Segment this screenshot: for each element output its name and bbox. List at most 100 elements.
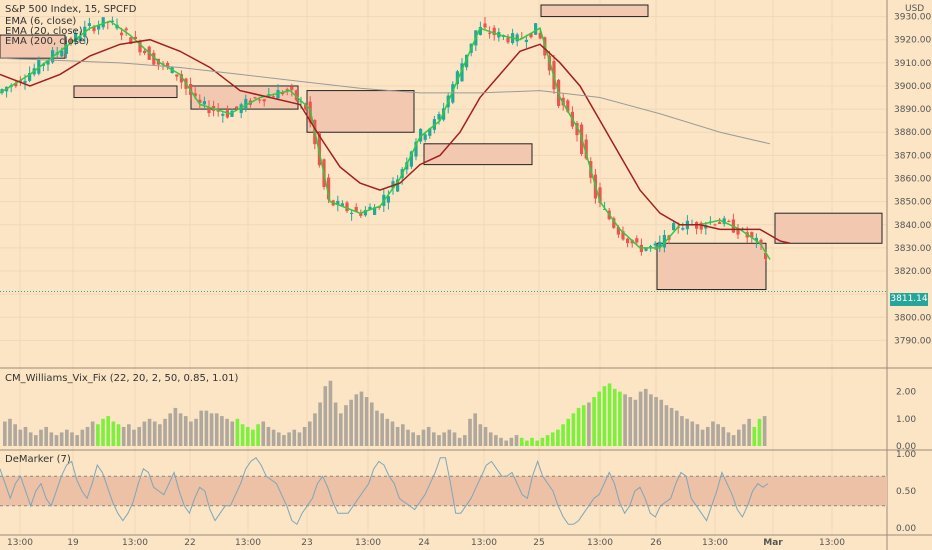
vixfix-bar	[256, 424, 260, 446]
candle-body	[340, 203, 344, 206]
vixfix-bar	[638, 391, 643, 446]
vixfix-bar	[550, 432, 555, 446]
candle-body	[524, 39, 528, 42]
vixfix-bar	[230, 421, 235, 446]
vixfix-bar	[566, 418, 571, 446]
candle-body	[336, 200, 340, 205]
vixfix-bar	[571, 413, 576, 446]
candle-body	[285, 89, 289, 91]
vixfix-bar	[28, 432, 33, 446]
vixfix-bar	[369, 402, 374, 446]
vixfix-bar	[421, 429, 426, 446]
vixfix-bar	[473, 413, 477, 446]
price-tick-label: 3850.00	[894, 198, 931, 208]
ema200-legend: EMA (200, close)	[5, 36, 89, 47]
candle-body	[124, 28, 128, 31]
vixfix-bar	[302, 426, 307, 446]
demarker-band	[0, 476, 887, 506]
candle-body	[14, 83, 18, 87]
vixfix-bar	[189, 421, 193, 446]
demarker-tick-label: 0.50	[896, 487, 916, 497]
vixfix-bar	[34, 435, 38, 446]
candle-body	[488, 32, 492, 34]
candle-body	[750, 232, 754, 238]
vixfix-bar	[742, 424, 746, 446]
candle-body	[437, 114, 441, 120]
vixfix-bar	[116, 424, 121, 446]
candle-body	[281, 92, 285, 95]
vixfix-bar	[225, 418, 229, 446]
vixfix-bar	[49, 432, 54, 446]
vixfix-bar	[106, 416, 110, 446]
vixfix-bar	[468, 418, 472, 446]
candle-body	[423, 134, 427, 140]
vixfix-bar	[152, 421, 157, 446]
vixfix-bar	[514, 435, 519, 446]
vixfix-bar	[287, 432, 291, 446]
price-tick-label: 3880.00	[894, 128, 931, 138]
vixfix-bar	[18, 429, 23, 446]
vixfix-bar	[209, 413, 214, 446]
vixfix-bar	[385, 418, 390, 446]
vixfix-bar	[509, 437, 514, 446]
price-tick-label: 3820.00	[894, 267, 931, 277]
candle-body	[662, 235, 666, 248]
candle-body	[345, 202, 349, 212]
vixfix-bar	[643, 388, 648, 446]
vixfix-bar	[659, 399, 664, 446]
vixfix-bar	[535, 440, 540, 446]
vixfix-bar	[194, 418, 198, 446]
vixfix-bar	[70, 432, 74, 446]
vixfix-bar	[163, 418, 167, 446]
vixfix-bar	[344, 405, 348, 446]
vixfix-bar	[442, 432, 446, 446]
candle-body	[419, 128, 423, 142]
candle-body	[69, 39, 73, 43]
candle-body	[271, 96, 275, 98]
vixfix-bar	[452, 432, 457, 446]
demarker-tick-label: 0.00	[896, 524, 916, 534]
candle-body	[60, 50, 64, 57]
vixfix-bar	[39, 429, 43, 446]
candle-body	[198, 99, 202, 103]
ema20-line	[0, 38, 791, 245]
vixfix-bar	[499, 437, 503, 446]
candle-body	[78, 36, 82, 41]
demarker-title: DeMarker (7)	[5, 454, 71, 465]
candle-body	[644, 248, 648, 251]
vixfix-bar	[623, 394, 627, 446]
vixfix-bar	[705, 426, 710, 446]
vixfix-bar	[669, 407, 674, 446]
vixfix-bar	[576, 407, 581, 446]
ema200-line	[0, 57, 771, 145]
candle-body	[506, 37, 510, 43]
candle-body	[764, 252, 768, 260]
vixfix-bar	[664, 405, 669, 446]
vixfix-bar	[75, 435, 79, 446]
vixfix-bar	[602, 386, 607, 446]
currency-label: USD	[905, 4, 925, 14]
vixfix-bar	[292, 429, 297, 446]
vixfix-bar	[607, 383, 612, 446]
vixfix-bar	[411, 432, 415, 446]
candle-body	[483, 23, 487, 28]
vixfix-bar	[85, 426, 90, 446]
candle-body	[635, 238, 639, 243]
vixfix-bar	[80, 429, 85, 446]
candle-body	[391, 181, 395, 189]
candle-body	[262, 99, 266, 102]
candle-body	[727, 221, 731, 223]
vixfix-bar	[158, 424, 162, 446]
price-tick-label: 3840.00	[894, 221, 931, 231]
zone-box	[73, 85, 178, 99]
vixfix-bar	[618, 391, 622, 446]
vixfix-bar	[406, 429, 410, 446]
candle-body	[759, 239, 763, 245]
candle-body	[97, 25, 101, 30]
candle-body	[455, 71, 459, 85]
vixfix-bar	[478, 424, 483, 446]
vixfix-bar	[323, 386, 328, 446]
candle-body	[294, 90, 298, 101]
time-tick-label: 22	[184, 538, 195, 548]
vixfix-bar	[59, 432, 64, 446]
